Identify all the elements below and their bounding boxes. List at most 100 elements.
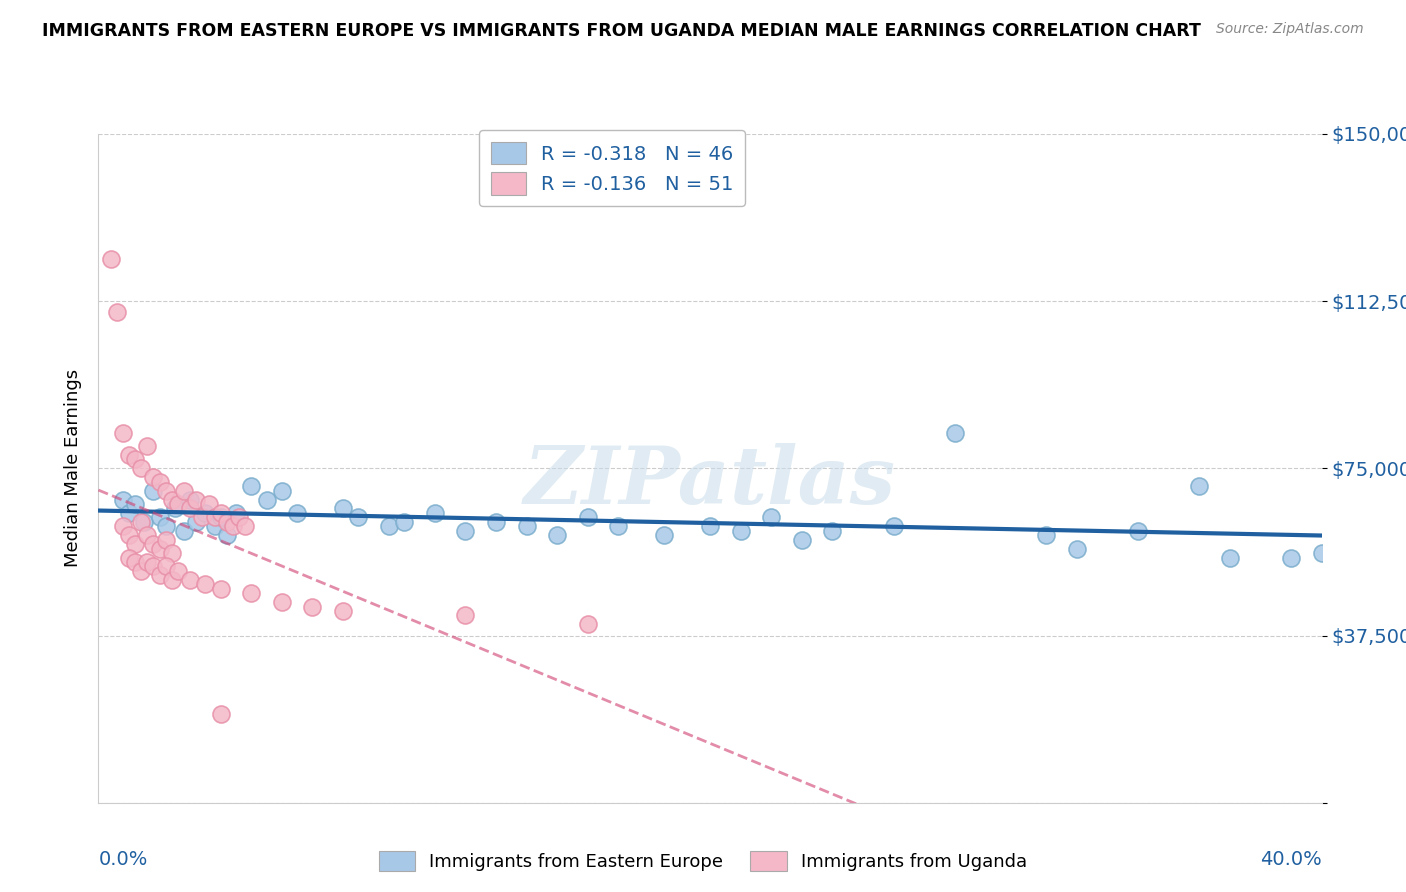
Point: [209, 582, 232, 596]
Point: [1128, 524, 1150, 538]
Point: [155, 559, 177, 574]
Point: [204, 510, 226, 524]
Point: [179, 492, 201, 507]
Point: [222, 519, 245, 533]
Text: 40.0%: 40.0%: [1260, 849, 1322, 869]
Point: [111, 519, 134, 533]
Point: [652, 528, 675, 542]
Point: [1188, 479, 1211, 493]
Point: [790, 533, 813, 547]
Point: [1219, 550, 1241, 565]
Point: [186, 492, 208, 507]
Point: [149, 510, 172, 524]
Point: [378, 519, 401, 533]
Point: [179, 573, 201, 587]
Point: [392, 515, 416, 529]
Point: [186, 515, 208, 529]
Point: [240, 479, 263, 493]
Point: [155, 533, 177, 547]
Point: [454, 608, 477, 623]
Point: [136, 555, 159, 569]
Point: [215, 528, 238, 542]
Point: [423, 506, 446, 520]
Point: [1310, 546, 1333, 560]
Point: [332, 501, 354, 516]
Point: [759, 510, 782, 524]
Point: [173, 483, 195, 498]
Point: [699, 519, 721, 533]
Point: [821, 524, 844, 538]
Point: [1035, 528, 1057, 542]
Point: [124, 555, 146, 569]
Point: [118, 506, 141, 520]
Point: [454, 524, 477, 538]
Point: [191, 510, 214, 524]
Text: 0.0%: 0.0%: [98, 849, 148, 869]
Legend: Immigrants from Eastern Europe, Immigrants from Uganda: Immigrants from Eastern Europe, Immigran…: [371, 844, 1035, 879]
Point: [209, 506, 232, 520]
Point: [129, 564, 152, 578]
Point: [142, 559, 165, 574]
Point: [228, 510, 250, 524]
Point: [163, 501, 186, 516]
Point: [142, 483, 165, 498]
Point: [1279, 550, 1302, 565]
Y-axis label: Median Male Earnings: Median Male Earnings: [63, 369, 82, 567]
Point: [136, 439, 159, 453]
Point: [160, 492, 183, 507]
Point: [215, 515, 238, 529]
Point: [160, 573, 183, 587]
Point: [118, 550, 141, 565]
Point: [167, 497, 190, 511]
Point: [124, 537, 146, 551]
Point: [285, 506, 308, 520]
Point: [209, 706, 232, 721]
Point: [105, 305, 128, 319]
Point: [149, 475, 172, 489]
Point: [270, 595, 292, 609]
Text: ZIPatlas: ZIPatlas: [524, 443, 896, 520]
Point: [179, 501, 201, 516]
Point: [194, 506, 217, 520]
Point: [124, 497, 146, 511]
Point: [142, 537, 165, 551]
Point: [197, 497, 219, 511]
Point: [134, 515, 156, 529]
Point: [516, 519, 538, 533]
Point: [225, 506, 247, 520]
Point: [943, 425, 966, 440]
Point: [155, 483, 177, 498]
Point: [347, 510, 370, 524]
Point: [155, 519, 177, 533]
Point: [485, 515, 508, 529]
Legend: R = -0.318   N = 46, R = -0.136   N = 51: R = -0.318 N = 46, R = -0.136 N = 51: [479, 130, 745, 206]
Point: [1066, 541, 1088, 556]
Point: [118, 528, 141, 542]
Point: [167, 564, 190, 578]
Point: [233, 519, 256, 533]
Point: [576, 617, 599, 632]
Point: [883, 519, 905, 533]
Point: [142, 470, 165, 484]
Point: [270, 483, 292, 498]
Point: [194, 577, 217, 591]
Point: [240, 586, 263, 600]
Point: [209, 510, 232, 524]
Point: [136, 528, 159, 542]
Text: IMMIGRANTS FROM EASTERN EUROPE VS IMMIGRANTS FROM UGANDA MEDIAN MALE EARNINGS CO: IMMIGRANTS FROM EASTERN EUROPE VS IMMIGR…: [42, 22, 1201, 40]
Point: [124, 452, 146, 467]
Point: [149, 541, 172, 556]
Point: [118, 448, 141, 462]
Point: [576, 510, 599, 524]
Point: [301, 599, 323, 614]
Point: [332, 604, 354, 618]
Point: [111, 492, 134, 507]
Point: [149, 568, 172, 582]
Point: [160, 546, 183, 560]
Point: [100, 252, 122, 266]
Point: [204, 519, 226, 533]
Point: [607, 519, 630, 533]
Point: [129, 461, 152, 475]
Point: [111, 425, 134, 440]
Point: [173, 524, 195, 538]
